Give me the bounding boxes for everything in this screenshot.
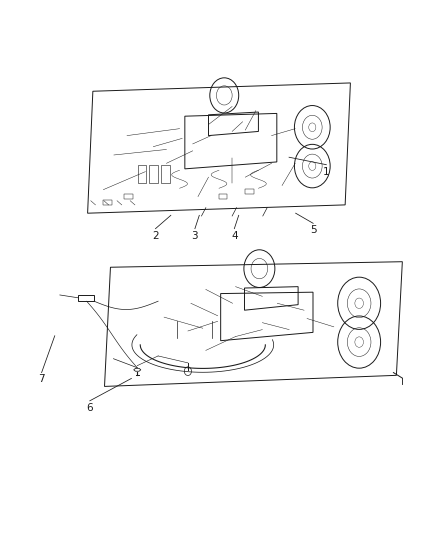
Bar xyxy=(124,194,133,199)
Bar xyxy=(219,194,227,199)
Bar xyxy=(103,200,112,205)
Text: 5: 5 xyxy=(310,225,317,235)
Text: 4: 4 xyxy=(231,231,238,240)
Text: 7: 7 xyxy=(38,375,45,384)
Text: 1: 1 xyxy=(323,167,330,176)
Bar xyxy=(138,165,146,183)
Bar xyxy=(149,165,158,183)
Text: 3: 3 xyxy=(191,231,198,240)
Text: 6: 6 xyxy=(86,403,93,413)
Bar xyxy=(78,295,94,301)
Bar xyxy=(161,165,170,183)
Text: 2: 2 xyxy=(152,231,159,240)
Bar xyxy=(245,189,254,194)
